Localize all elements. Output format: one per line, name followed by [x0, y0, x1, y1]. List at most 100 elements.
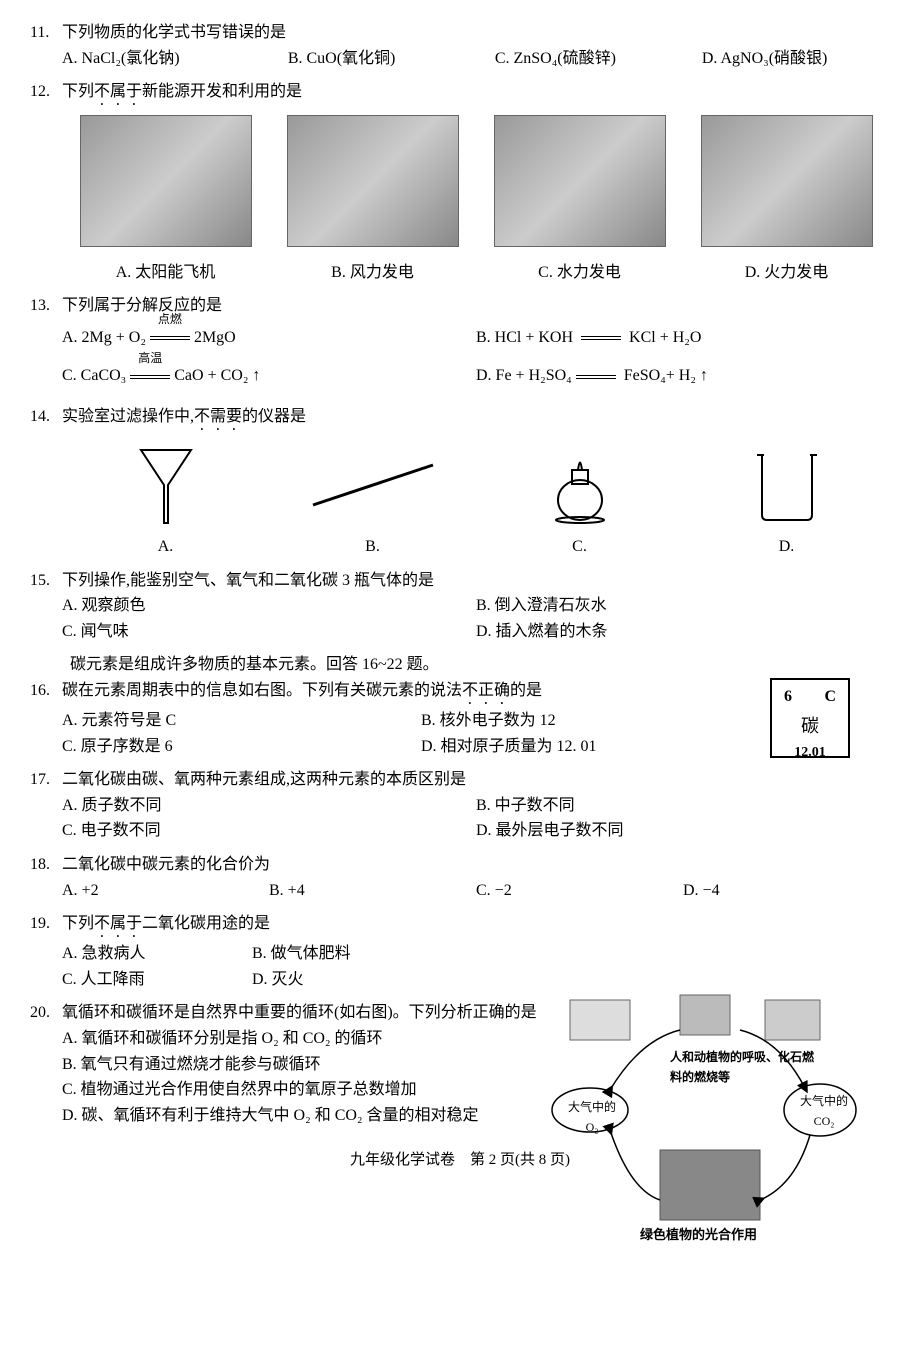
q13-num: 13. — [30, 293, 62, 319]
q19-opt-a: A. 急救病人 — [62, 941, 252, 967]
q13-cond-c: 高温 — [130, 344, 170, 373]
q18-num: 18. — [30, 852, 62, 878]
q20-opt-c: C. 植物通过光合作用使自然界中的氧原子总数增加 — [62, 1077, 570, 1103]
q15-opt-d: D. 插入燃着的木条 — [476, 619, 890, 645]
periodic-element-box: 6C 碳 12.01 — [770, 678, 850, 758]
question-14: 14. 实验室过滤操作中,不需要的仪器是 A. B. C. — [30, 404, 890, 560]
beaker-icon — [689, 440, 884, 530]
q15-opt-b: B. 倒入澄清石灰水 — [476, 593, 890, 619]
q12-post: 新能源开发和利用的是 — [142, 83, 302, 100]
q13-a-right: 2MgO — [194, 329, 236, 346]
question-15: 15. 下列操作,能鉴别空气、氧气和二氧化碳 3 瓶气体的是 A. 观察颜色 B… — [30, 568, 890, 645]
q14-em: 不需要 — [194, 408, 242, 425]
q11-opt-b: B. CuO(氧化铜) — [288, 46, 495, 72]
solar-plane-photo — [80, 115, 252, 247]
carbon-oxygen-cycle-diagram: 大气中的O₂ 大气中的CO₂ 人和动植物的呼吸、化石燃料的燃烧等 绿色植物的光合… — [550, 970, 860, 1250]
q12-num: 12. — [30, 79, 62, 105]
element-sym: C — [824, 684, 836, 710]
q13-d-right: FeSO₄+ H₂ ↑ — [620, 367, 708, 384]
q12-img-b: B. 风力发电 — [275, 115, 470, 285]
q13-cond-a: 点燃 — [150, 305, 190, 334]
cycle-bottom-label: 绿色植物的光合作用 — [640, 1225, 757, 1246]
q13-opt-c: C. CaCO₃ 高温 CaO + CO₂ ↑ — [62, 357, 476, 396]
thermal-plant-photo — [701, 115, 873, 247]
element-num: 6 — [784, 684, 792, 710]
q12-text: 下列不属于新能源开发和利用的是 — [62, 79, 890, 109]
q17-text: 二氧化碳由碳、氧两种元素组成,这两种元素的本质区别是 — [62, 767, 890, 793]
q13-b-right: KCl + H₂O — [625, 329, 701, 346]
q12-pre: 下列 — [62, 83, 94, 100]
q12-cap-a: A. 太阳能飞机 — [68, 260, 263, 286]
q14-cap-c: C. — [482, 534, 677, 560]
q20-opt-a: A. 氧循环和碳循环分别是指 O₂ 和 CO₂ 的循环 — [62, 1026, 570, 1052]
q14-cap-b: B. — [275, 534, 470, 560]
q13-opt-d: D. Fe + H₂SO₄ FeSO₄+ H₂ ↑ — [476, 357, 890, 396]
q11-text: 下列物质的化学式书写错误的是 — [62, 20, 890, 46]
q19-num: 19. — [30, 911, 62, 937]
q18-opt-b: B. +4 — [269, 878, 476, 904]
q19-post: 二氧化碳用途的是 — [142, 915, 270, 932]
q17-num: 17. — [30, 767, 62, 793]
q14-text: 实验室过滤操作中,不需要的仪器是 — [62, 404, 890, 434]
question-13: 13. 下列属于分解反应的是 A. 2Mg + O₂ 点燃 2MgO B. HC… — [30, 293, 890, 396]
q11-opt-a: A. NaCl₂(氯化钠) — [62, 46, 288, 72]
wind-turbine-photo — [287, 115, 459, 247]
q18-opt-d: D. −4 — [683, 878, 890, 904]
q14-img-c: C. — [482, 440, 677, 560]
q17-opt-a: A. 质子数不同 — [62, 793, 476, 819]
q15-num: 15. — [30, 568, 62, 594]
q19-em: 不属于 — [94, 915, 142, 932]
equals-icon — [581, 336, 621, 340]
q15-opt-c: C. 闻气味 — [62, 619, 476, 645]
q16-opt-c: C. 原子序数是 6 — [62, 734, 421, 760]
q14-cap-d: D. — [689, 534, 884, 560]
q19-opt-d: D. 灭火 — [252, 967, 442, 993]
q16-opt-b: B. 核外电子数为 12 — [421, 708, 780, 734]
context-16-22: 碳元素是组成许多物质的基本元素。回答 16~22 题。 — [70, 652, 890, 678]
q13-c-left: C. CaCO₃ — [62, 367, 126, 384]
q11-opt-c: C. ZnSO₄(硫酸锌) — [495, 46, 702, 72]
question-16: 6C 碳 12.01 16. 碳在元素周期表中的信息如右图。下列有关碳元素的说法… — [30, 678, 890, 759]
q15-text: 下列操作,能鉴别空气、氧气和二氧化碳 3 瓶气体的是 — [62, 568, 890, 594]
q17-opt-c: C. 电子数不同 — [62, 818, 476, 844]
q20-opt-d: D. 碳、氧循环有利于维持大气中 O₂ 和 CO₂ 含量的相对稳定 — [62, 1103, 570, 1129]
q14-img-d: D. — [689, 440, 884, 560]
q18-opt-c: C. −2 — [476, 878, 683, 904]
element-mass: 12.01 — [776, 742, 844, 764]
q16-pre: 碳在元素周期表中的信息如右图。下列有关碳元素的说法 — [62, 682, 462, 699]
q15-opt-a: A. 观察颜色 — [62, 593, 476, 619]
q11-num: 11. — [30, 20, 62, 46]
q14-img-a: A. — [68, 440, 263, 560]
cycle-right-label: 大气中的CO₂ — [794, 1092, 854, 1130]
q16-opt-a: A. 元素符号是 C — [62, 708, 421, 734]
q18-opt-a: A. +2 — [62, 878, 269, 904]
q13-d-left: D. Fe + H₂SO₄ — [476, 367, 572, 384]
question-20: 大气中的O₂ 大气中的CO₂ 人和动植物的呼吸、化石燃料的燃烧等 绿色植物的光合… — [30, 1000, 890, 1128]
q14-pre: 实验室过滤操作中, — [62, 408, 194, 425]
arrow-heat-icon: 高温 — [130, 358, 170, 396]
q19-opt-c: C. 人工降雨 — [62, 967, 252, 993]
q20-opt-b: B. 氧气只有通过燃烧才能参与碳循环 — [62, 1052, 570, 1078]
cycle-top-label: 人和动植物的呼吸、化石燃料的燃烧等 — [670, 1048, 820, 1086]
q14-post: 的仪器是 — [242, 408, 306, 425]
q13-c-right: CaO + CO₂ ↑ — [174, 367, 260, 384]
q12-cap-c: C. 水力发电 — [482, 260, 677, 286]
question-18: 18. 二氧化碳中碳元素的化合价为 A. +2 B. +4 C. −2 D. −… — [30, 852, 890, 903]
question-12: 12. 下列不属于新能源开发和利用的是 A. 太阳能飞机 B. 风力发电 C. … — [30, 79, 890, 285]
q12-img-a: A. 太阳能飞机 — [68, 115, 263, 285]
equals-icon — [576, 375, 616, 379]
q11-opt-d: D. AgNO₃(硝酸银) — [702, 46, 890, 72]
q19-opt-b: B. 做气体肥料 — [252, 941, 442, 967]
glass-rod-icon — [275, 440, 470, 530]
element-name: 碳 — [776, 712, 844, 741]
q14-img-b: B. — [275, 440, 470, 560]
question-17: 17. 二氧化碳由碳、氧两种元素组成,这两种元素的本质区别是 A. 质子数不同 … — [30, 767, 890, 844]
funnel-icon — [68, 440, 263, 530]
q13-opt-a: A. 2Mg + O₂ 点燃 2MgO — [62, 319, 476, 358]
q18-text: 二氧化碳中碳元素的化合价为 — [62, 852, 890, 878]
q16-post: 的是 — [510, 682, 542, 699]
q13-b-left: B. HCl + KOH — [476, 329, 577, 346]
q17-opt-b: B. 中子数不同 — [476, 793, 890, 819]
q16-em: 不正确 — [462, 682, 510, 699]
q12-em: 不属于 — [94, 83, 142, 100]
